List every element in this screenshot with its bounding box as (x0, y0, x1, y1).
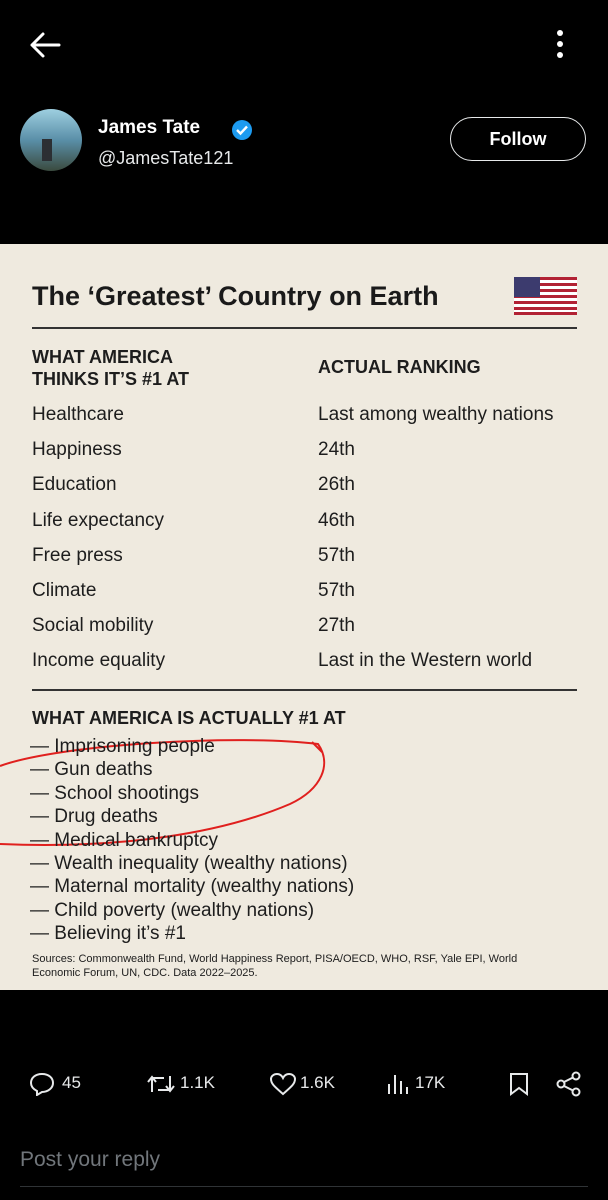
avatar[interactable] (20, 109, 82, 171)
input-underline (20, 1186, 588, 1187)
share-icon[interactable] (556, 1071, 582, 1097)
row-label: Happiness (32, 439, 122, 461)
row-ranking: 57th (318, 580, 355, 601)
author-handle[interactable]: @JamesTate121 (98, 148, 234, 168)
author-name[interactable]: James Tate (98, 117, 201, 138)
list-item: — Believing it’s #1 (30, 923, 186, 945)
reply-icon[interactable] (30, 1072, 56, 1096)
list-item: — Imprisoning people (30, 736, 215, 757)
list-item: — Maternal mortality (wealthy nations) (30, 876, 355, 898)
row-label: Income equality (32, 650, 166, 672)
follow-button[interactable]: Follow (450, 117, 586, 161)
row-label: Climate (32, 580, 97, 601)
divider (32, 327, 577, 329)
row-label: Life expectancy (32, 509, 165, 531)
row-ranking: Last among wealthy nations (318, 404, 554, 425)
verified-badge (232, 120, 252, 140)
row-ranking: Last in the Western world (318, 650, 533, 672)
reply-input[interactable]: Post your reply (20, 1148, 161, 1171)
row-label: Education (32, 474, 117, 496)
repost-count[interactable]: 1.1K (180, 1073, 215, 1092)
more-menu[interactable] (550, 28, 570, 62)
list-item: — Drug deaths (30, 806, 158, 828)
row-ranking: 24th (318, 439, 355, 461)
right-header: ACTUAL RANKING (318, 357, 481, 377)
post-image[interactable]: The ‘Greatest’ Country on Earth WHAT AME… (0, 244, 608, 990)
views-icon[interactable] (386, 1072, 410, 1096)
row-label: Healthcare (32, 404, 124, 425)
divider (32, 689, 577, 691)
section-heading: WHAT AMERICA IS ACTUALLY #1 AT (32, 708, 346, 728)
like-icon[interactable] (270, 1072, 296, 1096)
us-flag (514, 277, 577, 315)
row-label: Social mobility (32, 615, 154, 637)
row-ranking: 26th (318, 474, 355, 496)
left-header: WHAT AMERICA THINKS IT’S #1 AT (32, 347, 190, 389)
like-count[interactable]: 1.6K (300, 1073, 335, 1092)
repost-icon[interactable] (146, 1072, 176, 1096)
list-item: — Medical bankruptcy (30, 829, 218, 851)
bookmark-icon[interactable] (508, 1072, 530, 1096)
list-item: — Gun deaths (30, 759, 153, 781)
row-ranking: 46th (318, 509, 355, 531)
sources: Sources: Commonwealth Fund, World Happin… (32, 953, 518, 979)
red-circle-annotation (0, 739, 326, 846)
list-item: — Wealth inequality (wealthy nations) (30, 853, 348, 874)
view-count[interactable]: 17K (415, 1073, 446, 1092)
list-item: — School shootings (30, 782, 199, 804)
image-title: The ‘Greatest’ Country on Earth (32, 281, 439, 311)
list-item: — Child poverty (wealthy nations) (30, 899, 315, 921)
reply-count[interactable]: 45 (62, 1073, 81, 1092)
row-label: Free press (32, 544, 123, 566)
back-button[interactable] (28, 30, 62, 60)
row-ranking: 57th (318, 544, 355, 566)
row-ranking: 27th (318, 615, 355, 637)
